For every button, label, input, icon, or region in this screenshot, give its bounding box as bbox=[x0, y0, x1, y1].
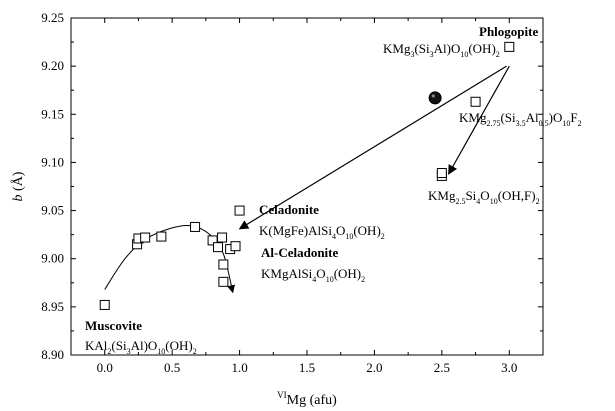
formula-text: )O bbox=[549, 110, 563, 125]
formula-text: KMg bbox=[428, 188, 456, 203]
formula-text: O bbox=[336, 223, 345, 238]
formula-subscript: 10 bbox=[460, 50, 468, 59]
square-data-point bbox=[99, 299, 110, 310]
formula-subscript: 10 bbox=[157, 347, 165, 356]
square-data-point bbox=[436, 168, 447, 179]
muscovite-name: Muscovite bbox=[85, 318, 142, 333]
square-data-point bbox=[470, 96, 481, 107]
al-celadonite-name: Al-Celadonite bbox=[261, 245, 339, 260]
formula-text: KMgAlSi bbox=[261, 266, 313, 281]
y-axis-label-symbol: b bbox=[11, 194, 26, 201]
x-axis-label-sup: VI bbox=[277, 390, 287, 400]
square-data-point bbox=[230, 241, 241, 252]
formula-subscript: 10 bbox=[345, 232, 353, 241]
y-tick-label: 8.90 bbox=[41, 347, 64, 362]
x-tick-label: 2.0 bbox=[366, 360, 382, 375]
formula-text: (Si bbox=[500, 110, 516, 125]
formula-subscript: 3 bbox=[430, 50, 434, 59]
data-points bbox=[99, 41, 515, 310]
plot-frame bbox=[70, 17, 544, 356]
formula-text: K(MgFe)AlSi bbox=[259, 223, 332, 238]
formula-subscript: 3 bbox=[410, 50, 414, 59]
y-tick-label: 9.05 bbox=[41, 203, 64, 218]
formula-text: (OH) bbox=[353, 223, 380, 238]
arrow-1 bbox=[238, 65, 507, 230]
formula-subscript: 2 bbox=[381, 232, 385, 241]
formula-text: Al bbox=[526, 110, 539, 125]
formula-text: KMg bbox=[459, 110, 487, 125]
filled-circle-data-point bbox=[428, 91, 442, 105]
formula-subscript: 10 bbox=[326, 275, 334, 284]
y-tick-label: 9.20 bbox=[41, 58, 64, 73]
square-data-point bbox=[218, 259, 229, 270]
muscovite-formula: KAl2(Si3Al)O10(OH)2 bbox=[85, 338, 197, 356]
al-celadonite-formula: KMgAlSi4O10(OH)2 bbox=[261, 266, 365, 284]
formula-text: (OH) bbox=[165, 338, 192, 353]
phlogopite-formula: KMg3(Si3Al)O10(OH)2 bbox=[383, 41, 500, 59]
formula-text: (OH,F) bbox=[498, 188, 536, 203]
formula-subscript: 2 bbox=[107, 347, 111, 356]
fluor-phlogopite-formula: KMg2.75(Si3.5Al0.5)O10F2 bbox=[459, 110, 582, 128]
formula-text: (Si bbox=[111, 338, 127, 353]
formula-text: Al)O bbox=[434, 41, 461, 56]
formula-text: KMg bbox=[383, 41, 411, 56]
phlogopite-name: Phlogopite bbox=[479, 24, 538, 39]
tetrasilicic-formula: KMg2.5Si4O10(OH,F)2 bbox=[428, 188, 540, 206]
x-tick-label: 0.5 bbox=[164, 360, 180, 375]
x-tick-label: 1.0 bbox=[231, 360, 247, 375]
y-tick-label: 9.10 bbox=[41, 154, 64, 169]
formula-subscript: 2.75 bbox=[486, 119, 500, 128]
y-tick-label: 9.15 bbox=[41, 106, 64, 121]
square-data-point bbox=[504, 41, 515, 52]
formula-subscript: 2.5 bbox=[455, 197, 465, 206]
arrow-2 bbox=[448, 65, 510, 175]
formula-subscript: 2 bbox=[361, 275, 365, 284]
formula-subscript: 2 bbox=[536, 197, 540, 206]
formula-subscript: 2 bbox=[496, 50, 500, 59]
formula-subscript: 2 bbox=[578, 119, 582, 128]
x-tick-label: 3.0 bbox=[501, 360, 517, 375]
formula-text: (OH) bbox=[468, 41, 495, 56]
square-data-point bbox=[234, 205, 245, 216]
formula-subscript: 2 bbox=[193, 347, 197, 356]
x-tick-label: 1.5 bbox=[299, 360, 315, 375]
formula-text: KAl bbox=[85, 338, 108, 353]
formula-subscript: 10 bbox=[490, 197, 498, 206]
formula-subscript: 10 bbox=[562, 119, 570, 128]
formula-subscript: 4 bbox=[476, 197, 480, 206]
axes: 0.0 0.5 1.0 1.5 2.0 2.5 3.0 8.90 8.95 9.00 9.05 9.1… bbox=[10, 10, 544, 408]
y-tick-label: 8.95 bbox=[41, 299, 64, 314]
celadonite-name: Celadonite bbox=[259, 202, 319, 217]
formula-text: Si bbox=[465, 188, 476, 203]
x-axis-label-main: Mg (afu) bbox=[287, 393, 337, 408]
formula-subscript: 3 bbox=[127, 347, 131, 356]
formula-text: (OH) bbox=[334, 266, 361, 281]
y-tick-label: 9.25 bbox=[41, 10, 64, 25]
formula-text: F bbox=[570, 110, 577, 125]
y-axis-label: b (Å) bbox=[10, 171, 26, 201]
square-data-point bbox=[212, 242, 223, 253]
x-axis-label: VIMg (afu) bbox=[277, 390, 337, 408]
square-data-point bbox=[140, 232, 151, 243]
square-data-point bbox=[218, 276, 229, 287]
y-axis-label-unit: (Å) bbox=[10, 171, 26, 194]
formula-text: O bbox=[480, 188, 489, 203]
celadonite-formula: K(MgFe)AlSi4O10(OH)2 bbox=[259, 223, 385, 241]
formula-subscript: 4 bbox=[332, 232, 336, 241]
mineral-labels: PhlogopiteKMg3(Si3Al)O10(OH)2KMg2.75(Si3… bbox=[85, 24, 582, 356]
square-data-point bbox=[156, 231, 167, 242]
filled-circle-highlight bbox=[431, 94, 435, 98]
formula-text: (Si bbox=[414, 41, 430, 56]
y-tick-label: 9.00 bbox=[41, 251, 64, 266]
formula-subscript: 3.5 bbox=[516, 119, 526, 128]
formula-text: Al)O bbox=[131, 338, 158, 353]
x-tick-label: 2.5 bbox=[434, 360, 450, 375]
formula-text: O bbox=[316, 266, 325, 281]
square-data-point bbox=[217, 232, 228, 243]
formula-subscript: 0.5 bbox=[539, 119, 549, 128]
formula-subscript: 4 bbox=[312, 275, 316, 284]
square-data-point bbox=[190, 221, 201, 232]
x-tick-label: 0.0 bbox=[97, 360, 113, 375]
